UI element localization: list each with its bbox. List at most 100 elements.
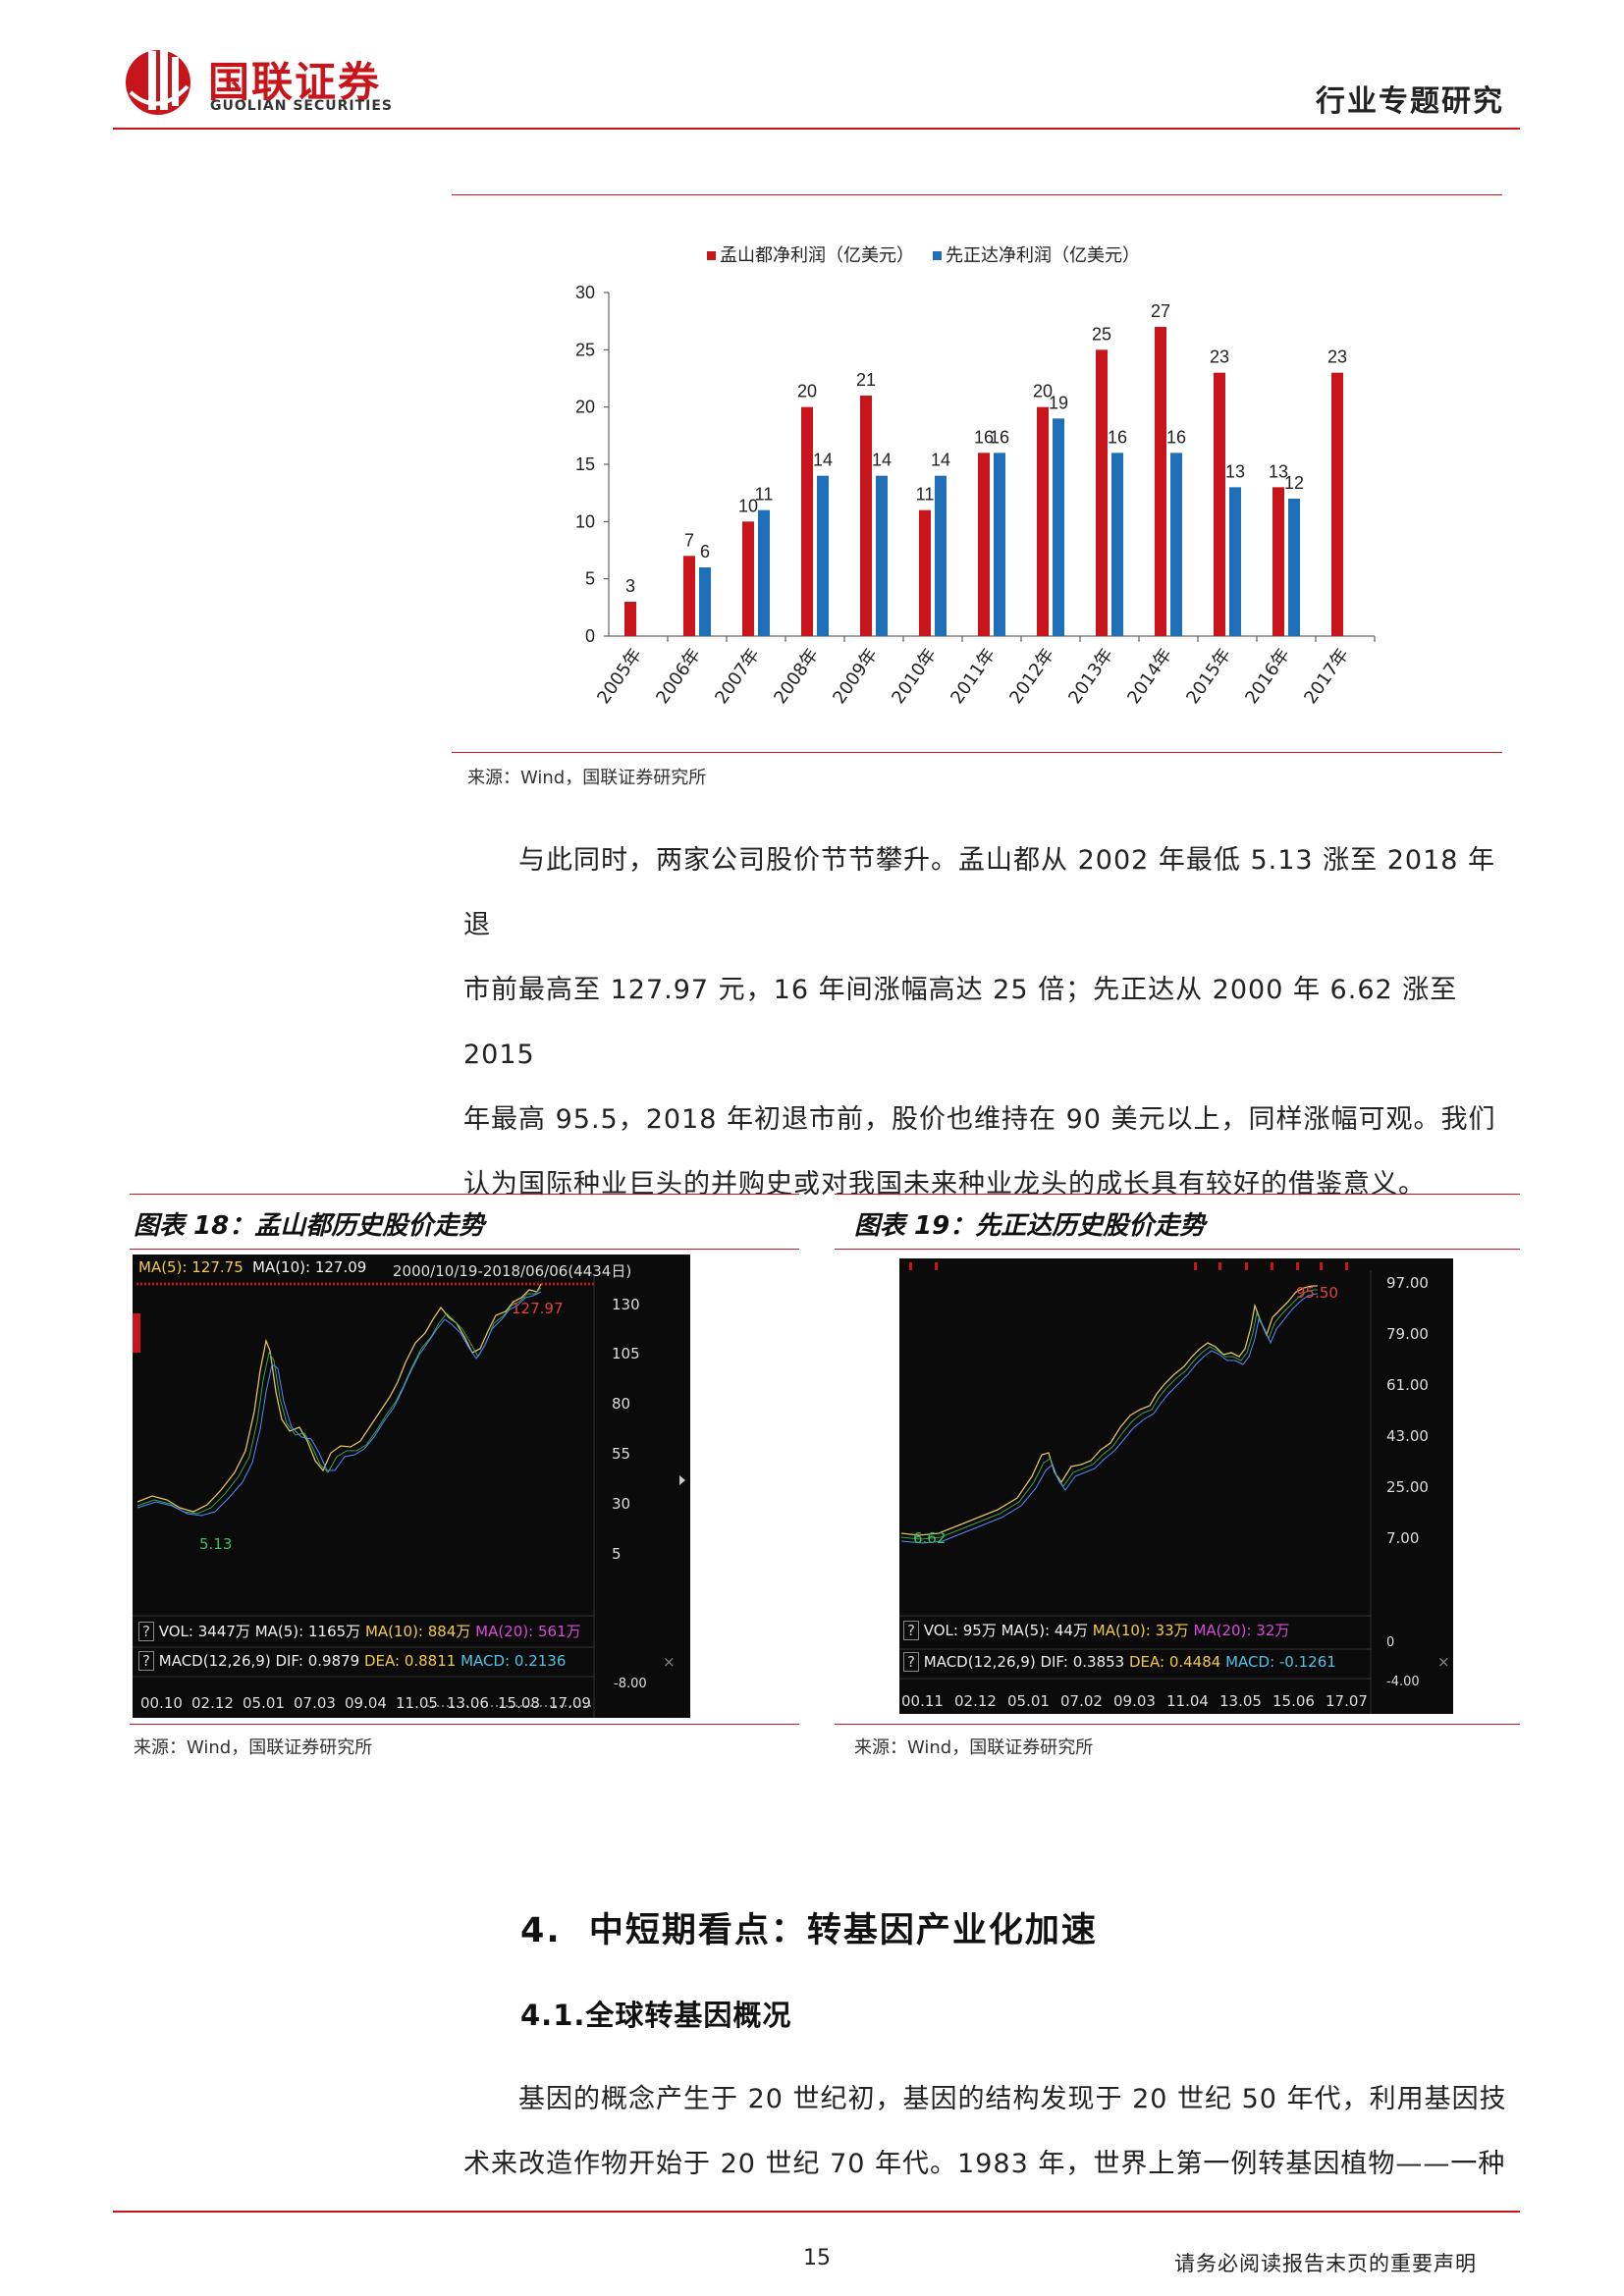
- bar: [860, 396, 872, 636]
- fig19-dif: DIF: 0.3853: [1040, 1653, 1125, 1671]
- fig19-xtick: 11.04: [1166, 1692, 1209, 1710]
- fig19-bottom-rule: [835, 1724, 1520, 1725]
- x-tick-label: 2006年: [652, 645, 705, 708]
- bar: [1229, 487, 1241, 636]
- x-tick-label: 2016年: [1241, 645, 1294, 708]
- x-tick-label: 2017年: [1300, 645, 1353, 708]
- x-tick-label: 2012年: [1005, 645, 1058, 708]
- fig19-xtick: 13.05: [1219, 1692, 1262, 1710]
- fig19-ytick: 61.00: [1386, 1376, 1429, 1394]
- fig19-macd-row: ? MACD(12,26,9) DIF: 0.3853 DEA: 0.4484 …: [903, 1652, 1336, 1672]
- bar: [742, 521, 754, 636]
- data-label: 21: [856, 370, 876, 390]
- bar-chart: 0 5 10 15 20 25 30 2005年 3 2006年 7 6 2007年 10 11 2008年 2…: [452, 206, 1502, 736]
- bar: [1288, 499, 1300, 636]
- y-tick-label: 5: [585, 569, 595, 589]
- fig18-vol-ma5: MA(5): 1165万: [254, 1623, 361, 1640]
- paragraph-line: 与此同时，两家公司股价节节攀升。孟山都从 2002 年最低 5.13 涨至 20…: [463, 845, 1496, 940]
- bar: [683, 556, 695, 636]
- bar: [801, 406, 813, 636]
- fig19-macd: MACD: -0.1261: [1225, 1653, 1336, 1671]
- fig18-ytick: 5: [612, 1545, 622, 1563]
- fig19-price-svg: [899, 1258, 1453, 1714]
- fig18-dea: DEA: 0.8811: [363, 1652, 457, 1670]
- data-label: 23: [1210, 347, 1229, 367]
- fig19-top-rule: [835, 1194, 1520, 1195]
- fig18-xtick: 11.05: [396, 1694, 438, 1712]
- fig19-xtick: 17.07: [1326, 1692, 1368, 1710]
- fig19-title-rule: [835, 1249, 1520, 1250]
- close-icon[interactable]: ×: [1437, 1653, 1450, 1671]
- help-icon[interactable]: ?: [138, 1622, 154, 1641]
- x-tick-label: 2015年: [1182, 645, 1235, 708]
- fig19-xtick: 05.01: [1007, 1692, 1050, 1710]
- fig19-ytick: 79.00: [1386, 1325, 1429, 1343]
- fig19-source: 来源：Wind，国联证券研究所: [854, 1737, 1094, 1758]
- fig19-vol: VOL: 95万: [923, 1622, 997, 1639]
- bar: [1214, 372, 1225, 636]
- bar: [876, 475, 888, 636]
- y-tick-label: 0: [585, 626, 595, 646]
- help-icon[interactable]: ?: [903, 1652, 919, 1672]
- data-label: 16: [1166, 427, 1186, 447]
- fig19-xtick: 00.11: [901, 1692, 944, 1710]
- bar: [1272, 487, 1284, 636]
- paragraph-line: 年最高 95.5，2018 年初退市前，股价也维持在 90 美元以上，同样涨幅可…: [463, 1104, 1496, 1135]
- data-label: 12: [1284, 473, 1304, 493]
- help-icon[interactable]: ?: [903, 1621, 919, 1640]
- paragraph-line: 基因的概念产生于 20 世纪初，基因的结构发现于 20 世纪 50 年代，利用基…: [518, 2084, 1507, 2114]
- fig19-xaxis: 00.11 02.12 05.01 07.02 09.03 11.04 13.05 15.06…: [901, 1692, 1379, 1710]
- data-label: 13: [1269, 461, 1288, 481]
- bar: [1170, 453, 1182, 636]
- logo-name-cn: 国联证券: [208, 58, 382, 106]
- x-tick-label: 2007年: [711, 645, 764, 708]
- bar: [919, 509, 931, 636]
- fig18-xtick: 05.01: [243, 1694, 285, 1712]
- y-tick-label: 25: [575, 340, 595, 359]
- company-logo: [121, 43, 195, 118]
- paragraph-2: 基因的概念产生于 20 世纪初，基因的结构发现于 20 世纪 50 年代，利用基…: [463, 2067, 1514, 2197]
- x-tick-label: 2008年: [770, 645, 823, 708]
- x-tick-label: 2013年: [1064, 645, 1117, 708]
- fig18-ytick: 55: [612, 1445, 631, 1463]
- fig18-ytick: 80: [612, 1395, 631, 1413]
- fig19-dea: DEA: 0.4484: [1128, 1653, 1221, 1671]
- data-label: 27: [1151, 301, 1170, 321]
- bar: [1053, 418, 1064, 636]
- paragraph-1: 与此同时，两家公司股价节节攀升。孟山都从 2002 年最低 5.13 涨至 20…: [463, 828, 1514, 1217]
- data-label: 16: [974, 427, 994, 447]
- x-tick-label: 2009年: [829, 645, 882, 708]
- fig18-vol: VOL: 3447万: [158, 1623, 250, 1640]
- fig18-macd: MACD: 0.2136: [460, 1652, 567, 1670]
- footer-disclaimer: 请务必阅读报告末页的重要声明: [1174, 2252, 1477, 2275]
- data-label: 23: [1327, 347, 1347, 367]
- data-label: 6: [700, 542, 710, 561]
- help-icon[interactable]: ?: [138, 1651, 154, 1671]
- fig18-xtick: 02.12: [191, 1694, 234, 1712]
- y-tick-label: 10: [575, 511, 595, 531]
- fig19-ytick: 43.00: [1386, 1427, 1429, 1445]
- close-icon[interactable]: ×: [663, 1653, 676, 1671]
- paragraph-line: 市前最高至 127.97 元，16 年间涨幅高达 25 倍；先正达从 2000 …: [463, 975, 1458, 1070]
- bar: [624, 602, 636, 636]
- bar: [1037, 406, 1049, 636]
- footer-divider: [113, 2211, 1520, 2213]
- fig18-macd-tick: -8.00: [614, 1677, 647, 1691]
- fig18-vol-ma10: MA(10): 884万: [364, 1623, 471, 1640]
- fig18-xtick: 09.04: [345, 1694, 387, 1712]
- fig19-xtick: 09.03: [1113, 1692, 1156, 1710]
- data-label: 3: [625, 576, 635, 596]
- fig18-top-rule: [130, 1194, 799, 1195]
- legend-swatch: [933, 251, 942, 260]
- fig18-xtick: 15.08: [498, 1694, 540, 1712]
- data-label: 16: [1108, 427, 1127, 447]
- legend-swatch: [707, 251, 716, 260]
- bar: [817, 475, 829, 636]
- legend-label: 孟山都净利润（亿美元）: [720, 245, 914, 266]
- fig18-bottom-rule: [130, 1724, 799, 1725]
- fig18-xtick: 07.03: [294, 1694, 336, 1712]
- bar: [1111, 453, 1123, 636]
- chart-source: 来源：Wind，国联证券研究所: [467, 768, 707, 788]
- data-label: 20: [797, 382, 817, 401]
- data-label: 14: [872, 451, 892, 470]
